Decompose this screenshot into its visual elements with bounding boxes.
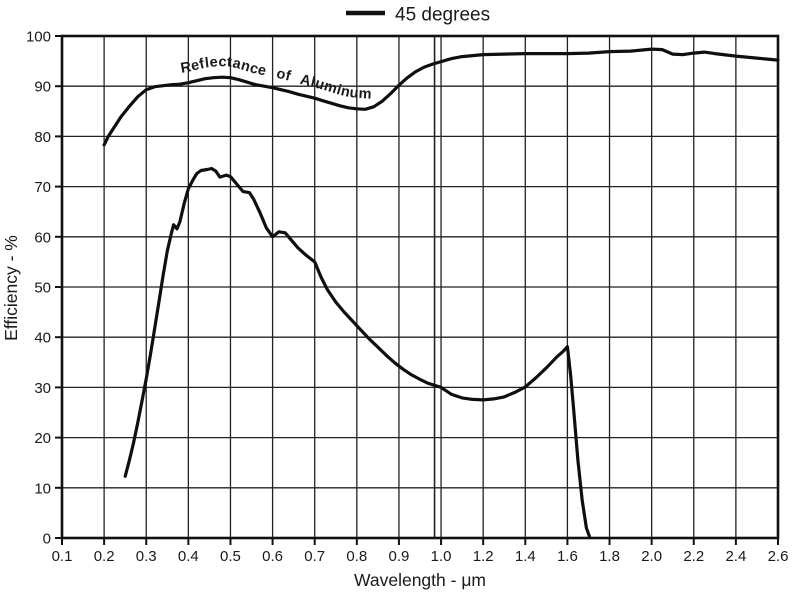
legend: 45 degrees bbox=[346, 5, 490, 26]
y-tick-label: 100 bbox=[26, 29, 51, 46]
x-tick-label: 0.7 bbox=[304, 548, 325, 565]
y-tick-label: 10 bbox=[34, 480, 51, 497]
x-tick-label: 0.6 bbox=[262, 548, 283, 565]
y-tick-label: 90 bbox=[34, 79, 51, 96]
y-tick-label: 70 bbox=[34, 179, 51, 196]
x-tick-label: 0.3 bbox=[136, 548, 157, 565]
x-tick-label: 0.8 bbox=[346, 548, 367, 565]
y-tick-label: 30 bbox=[34, 380, 51, 397]
series-line-45-degrees bbox=[123, 166, 592, 539]
y-axis-title: Efficiency - % bbox=[1, 235, 21, 341]
axis-tick-marks bbox=[55, 35, 779, 545]
x-axis-title: Wavelength - μm bbox=[354, 570, 486, 590]
data-series bbox=[102, 47, 780, 539]
x-tick-label: 0.1 bbox=[52, 548, 73, 565]
x-tick-label: 2.0 bbox=[641, 548, 662, 565]
legend-label: 45 degrees bbox=[395, 5, 490, 26]
x-tick-label: 1.8 bbox=[599, 548, 620, 565]
x-tick-label: 2.6 bbox=[768, 548, 789, 565]
grid bbox=[61, 35, 779, 539]
y-tick-label: 0 bbox=[43, 531, 51, 548]
x-tick-label: 0.2 bbox=[94, 548, 115, 565]
plot-border bbox=[60, 34, 780, 540]
x-tick-label: 0.9 bbox=[389, 548, 410, 565]
y-tick-label: 40 bbox=[34, 330, 51, 347]
x-tick-label: 2.4 bbox=[725, 548, 746, 565]
series-line-reflectance-of-aluminum bbox=[102, 47, 780, 147]
y-tick-label: 50 bbox=[34, 280, 51, 297]
y-tick-label: 20 bbox=[34, 430, 51, 447]
axis-tick-labels: 0.1 0.2 0.3 0.4 0.5 0.6 0.7 0.8 0.9 1.0 1.2 1.4 1.6 1… bbox=[26, 29, 788, 566]
x-tick-label: 1.2 bbox=[473, 548, 494, 565]
x-tick-label: 1.0 bbox=[431, 548, 452, 565]
y-tick-label: 80 bbox=[34, 129, 51, 146]
x-tick-label: 1.4 bbox=[515, 548, 536, 565]
x-tick-label: 1.6 bbox=[557, 548, 578, 565]
y-tick-label: 60 bbox=[34, 229, 51, 246]
x-tick-label: 0.4 bbox=[178, 548, 199, 565]
x-tick-label: 2.2 bbox=[683, 548, 704, 565]
x-tick-label: 0.5 bbox=[220, 548, 241, 565]
